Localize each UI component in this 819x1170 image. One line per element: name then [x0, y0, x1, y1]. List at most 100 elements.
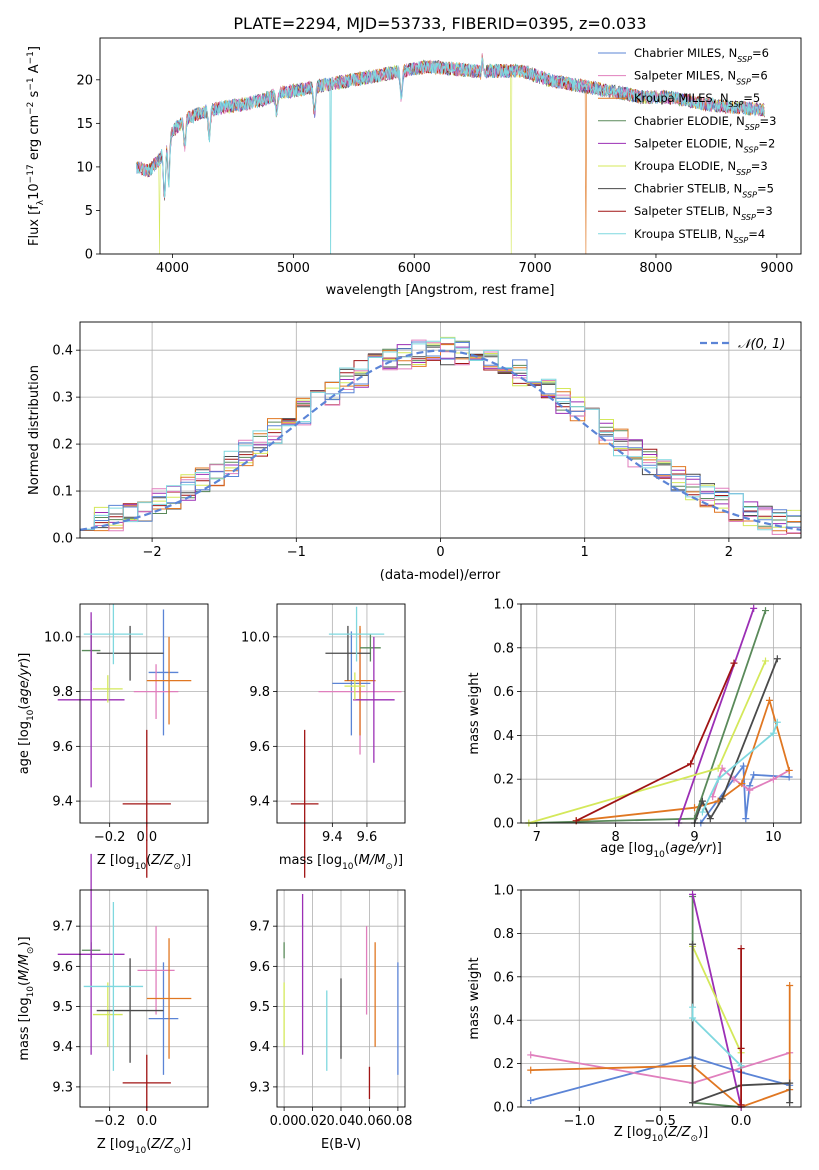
y-tick-label: 0.8: [493, 641, 514, 656]
x-tick-label: −0.2: [94, 830, 126, 845]
x-tick-label: 9.4: [322, 830, 343, 845]
y-tick-label: 9.4: [52, 1040, 73, 1055]
point-marker: [714, 775, 722, 783]
point-marker: [527, 1066, 535, 1074]
x-axis: 0.00 0.02 0.04 0.06 0.08: [270, 1107, 412, 1129]
y-tick-label: 0.4: [52, 344, 73, 359]
y-tick-label: 0.0: [493, 1101, 514, 1116]
y-axis-label: Normed distribution: [27, 365, 42, 495]
errorbar-kroupa_elodie: [92, 675, 123, 703]
y-tick-label: 9.6: [52, 740, 73, 755]
errorbar-kroupa_elodie: [344, 672, 366, 700]
series-kroupa_stelib: [689, 1003, 745, 1070]
point-marker: [698, 808, 706, 816]
series-kroupa_elodie: [525, 657, 770, 827]
axes-frame: [276, 889, 406, 1108]
x-tick-label: 0.0: [136, 1114, 157, 1129]
axes-frame: [520, 603, 802, 824]
series-kroupa_stelib: [698, 718, 781, 816]
plot-area: [525, 604, 793, 827]
plot-area: [135, 52, 765, 255]
point-marker: [750, 604, 758, 612]
y-tick-label: 9.5: [52, 1000, 73, 1015]
y-tick-label: 9.4: [249, 1040, 270, 1055]
series-chabrier_stelib: [691, 655, 781, 827]
y-tick-label: 9.8: [249, 685, 270, 700]
x-axis: −0.2 0.0: [94, 1107, 157, 1129]
histogram-salpeter_miles: [80, 339, 801, 535]
point-marker: [687, 760, 695, 768]
line: [701, 721, 779, 813]
y-axis-label: Flux [fλ10−17 erg cm−2 s−1 A−1]: [26, 46, 46, 246]
x-tick-label: −2: [143, 545, 162, 560]
panel-age_vs_z: −0.2 0.0 9.4 9.6 9.8 10.0 Z [log10(Z/Z⊙)] age […: [17, 603, 209, 878]
point-marker: [769, 775, 777, 783]
point-marker: [786, 1099, 794, 1107]
y-tick-label: 9.6: [249, 740, 270, 755]
y-tick-label: 0.1: [52, 485, 73, 500]
errorbar-salpeter_stelib: [122, 1054, 171, 1112]
point-marker: [742, 815, 750, 823]
errorbar-chabrier_elodie: [360, 634, 381, 662]
x-tick-label: −0.2: [94, 1114, 126, 1129]
legend-item: Kroupa ELODIE, NSSP=3: [598, 159, 768, 177]
point-marker: [527, 1051, 535, 1059]
errorbar-chabrier_miles: [148, 962, 179, 1075]
legend-label: Salpeter ELODIE, NSSP=2: [634, 136, 775, 154]
point-marker: [737, 945, 745, 953]
legend-label: Kroupa MILES, NSSP=5: [634, 91, 760, 109]
point-marker: [762, 657, 770, 665]
legend-label: Salpeter MILES, NSSP=6: [634, 69, 768, 87]
x-axis-label: Z [log10(Z/Z⊙)]: [97, 853, 191, 872]
point-marker: [786, 1079, 794, 1087]
normal-curve: [79, 349, 802, 531]
point-marker: [786, 981, 794, 989]
axes-frame: [79, 889, 209, 1108]
legend: Chabrier MILES, NSSP=6 Salpeter MILES, NS…: [598, 46, 776, 244]
y-tick-label: 9.3: [249, 1080, 270, 1095]
x-axis-label: mass [log10(M/M⊙)]: [279, 853, 403, 872]
x-tick-label: 9: [690, 830, 698, 845]
y-tick-label: 0.2: [52, 438, 73, 453]
errorbar-kroupa_miles: [146, 636, 192, 725]
errorbar-salpeter_elodie: [57, 612, 125, 788]
legend-label: Chabrier MILES, NSSP=6: [634, 46, 769, 64]
y-tick-label: 9.8: [52, 685, 73, 700]
errorbar-kroupa_miles: [146, 938, 192, 1059]
x-tick-label: 7: [533, 830, 541, 845]
x-axis-label: Z [log10(Z/Z⊙)]: [97, 1137, 191, 1156]
x-tick-label: 8: [612, 830, 620, 845]
x-tick-label: 6000: [398, 261, 431, 276]
x-axis-label: E(B-V): [321, 1137, 361, 1152]
legend-label: Chabrier STELIB, NSSP=5: [634, 182, 774, 200]
legend-label: Chabrier ELODIE, NSSP=3: [634, 114, 776, 132]
y-axis: 9.4 9.6 9.8 10.0: [44, 630, 80, 810]
point-marker: [737, 1062, 745, 1070]
x-tick-label: 10: [765, 830, 782, 845]
legend-label: Salpeter STELIB, NSSP=3: [634, 204, 773, 222]
line: [528, 610, 767, 824]
legend-item: Salpeter MILES, NSSP=6: [598, 69, 768, 87]
y-tick-label: 1.0: [493, 884, 514, 899]
point-marker: [698, 797, 706, 805]
y-axis: 0.0 0.2 0.4 0.6 0.8 1.0: [493, 884, 521, 1116]
histogram-kroupa_stelib: [80, 337, 801, 531]
y-axis-label: mass [log10(M/M⊙)]: [17, 936, 36, 1060]
spectrum-line-kroupa_stelib: [135, 57, 765, 255]
panel-mass_vs_z: −0.2 0.0 9.3 9.4 9.5 9.6 9.7 Z [log10(Z/Z⊙)] mas…: [17, 853, 209, 1156]
errorbar-chabrier_miles: [148, 609, 179, 736]
y-tick-label: 9.5: [249, 1000, 270, 1015]
errorbar-chabrier_miles: [332, 631, 371, 736]
y-tick-label: 0.2: [493, 1057, 514, 1072]
legend-label: Kroupa STELIB, NSSP=4: [634, 227, 765, 245]
errorbar-chabrier_stelib: [325, 625, 371, 681]
errorbar-salpeter_stelib: [122, 729, 171, 878]
y-tick-label: 9.7: [249, 920, 270, 935]
errorbar-chabrier_stelib: [96, 625, 164, 681]
legend-item: Chabrier ELODIE, NSSP=3: [598, 114, 776, 132]
legend-item: Salpeter ELODIE, NSSP=2: [598, 136, 775, 154]
y-axis: 0.0 0.1 0.2 0.3 0.4: [52, 344, 80, 547]
x-tick-label: 0.02: [298, 1114, 327, 1129]
errorbar-salpeter_stelib: [290, 729, 319, 878]
